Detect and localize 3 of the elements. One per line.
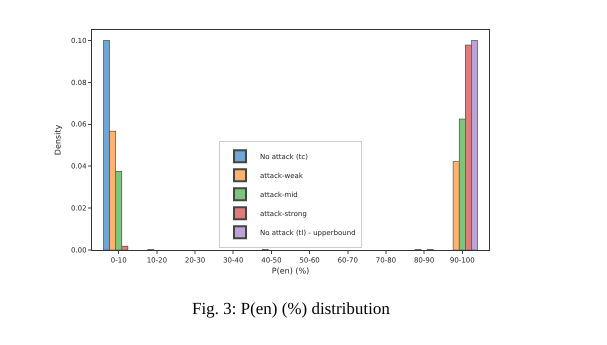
y-axis-title: Density xyxy=(54,124,63,156)
x-axis-title: P(en) (%) xyxy=(272,266,310,276)
caption: Fig. 3: P(en) (%) distribution xyxy=(192,299,390,318)
